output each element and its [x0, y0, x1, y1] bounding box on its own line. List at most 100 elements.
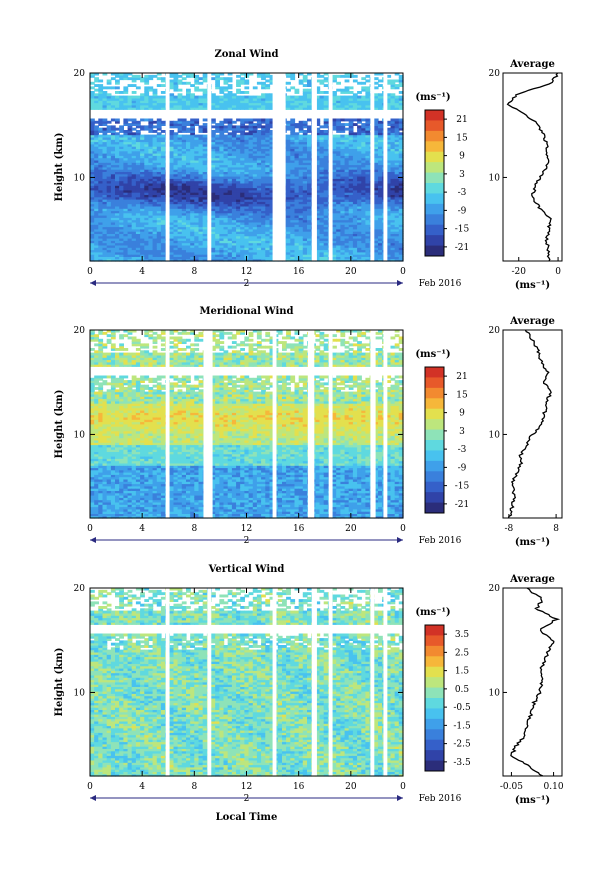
heatmap-cell — [294, 238, 300, 241]
heatmap-cell — [119, 192, 124, 195]
heatmap-cell — [319, 215, 325, 218]
heatmap-cell — [181, 180, 187, 184]
heatmap-cell — [357, 256, 362, 260]
heatmap-cell — [123, 231, 129, 234]
heatmap-cell — [223, 120, 229, 124]
heatmap-cell — [252, 180, 258, 184]
heatmap-cell — [198, 226, 204, 230]
heatmap-cell — [190, 102, 195, 106]
heatmap-cell — [186, 88, 191, 92]
heatmap-cell — [286, 228, 291, 232]
heatmap-cell — [265, 127, 271, 131]
heatmap-cell — [119, 219, 124, 223]
heatmap-cell — [244, 247, 250, 251]
heatmap-cell — [261, 157, 266, 161]
heatmap-cell — [106, 256, 112, 260]
heatmap-cell — [123, 205, 129, 209]
heatmap-cell — [219, 203, 225, 207]
heatmap-cell — [319, 217, 325, 221]
heatmap-cell — [152, 157, 158, 161]
heatmap-cell — [148, 238, 154, 241]
heatmap-cell — [219, 77, 225, 81]
heatmap-cell — [269, 224, 275, 228]
heatmap-cell — [286, 148, 291, 152]
heatmap-cell — [361, 203, 367, 207]
heatmap-cell — [119, 203, 124, 207]
heatmap-cell — [148, 221, 154, 225]
heatmap-cell — [123, 159, 129, 163]
heatmap-cell — [378, 120, 383, 124]
heatmap-cell — [236, 91, 241, 94]
heatmap-cell — [90, 162, 95, 166]
heatmap-cell — [352, 192, 358, 195]
heatmap-cell — [269, 238, 275, 241]
heatmap-cell — [315, 162, 321, 166]
heatmap-cell — [148, 107, 154, 110]
heatmap-cell — [123, 189, 129, 193]
heatmap-cell — [90, 102, 95, 106]
heatmap-cell — [261, 120, 266, 124]
heatmap-cell — [336, 139, 341, 143]
heatmap-cell — [290, 104, 296, 108]
heatmap-cell — [307, 173, 312, 177]
heatmap-cell — [135, 240, 141, 244]
heatmap-cell — [248, 132, 254, 136]
heatmap-cell — [344, 162, 350, 166]
heatmap-cell — [98, 201, 104, 205]
heatmap-cell — [265, 226, 271, 230]
heatmap-cell — [198, 251, 204, 255]
heatmap-cell — [173, 97, 179, 101]
heatmap-cell — [127, 208, 133, 212]
heatmap-cell — [231, 203, 237, 207]
heatmap-cell — [352, 162, 358, 166]
heatmap-cell — [211, 205, 216, 209]
heatmap-cell — [110, 139, 116, 143]
heatmap-cell — [131, 224, 137, 228]
heatmap-cell — [240, 192, 245, 195]
heatmap-cell — [302, 91, 308, 94]
heatmap-cell — [190, 210, 195, 214]
heatmap-cell — [231, 153, 237, 156]
heatmap-cell — [169, 84, 175, 87]
heatmap-cell — [298, 240, 304, 244]
heatmap-cell — [194, 118, 200, 122]
heatmap-cell — [102, 171, 108, 175]
heatmap-cell — [332, 182, 337, 186]
heatmap-cell — [294, 173, 300, 177]
heatmap-cell — [361, 153, 367, 156]
heatmap-cell — [290, 74, 296, 78]
heatmap-cell — [102, 166, 108, 170]
heatmap-cell — [152, 164, 158, 168]
heatmap-cell — [248, 203, 254, 207]
heatmap-cell — [344, 157, 350, 161]
heatmap-cell — [269, 79, 275, 83]
heatmap-cell — [336, 235, 341, 239]
heatmap-cell — [215, 107, 220, 110]
heatmap-cell — [177, 157, 183, 161]
heatmap-cell — [290, 231, 296, 234]
heatmap-cell — [302, 203, 308, 207]
heatmap-cell — [307, 176, 312, 179]
heatmap-cell — [298, 104, 304, 108]
heatmap-cell — [160, 148, 166, 152]
heatmap-cell — [173, 120, 179, 124]
heatmap-cell — [298, 162, 304, 166]
heatmap-cell — [152, 203, 158, 207]
heatmap-cell — [131, 100, 137, 104]
heatmap-cell — [169, 155, 175, 159]
heatmap-cell — [123, 235, 129, 239]
heatmap-cell — [198, 146, 204, 149]
heatmap-cell — [131, 219, 137, 223]
heatmap-cell — [127, 238, 133, 241]
heatmap-cell — [194, 141, 200, 145]
heatmap-cell — [261, 148, 266, 152]
heatmap-cell — [140, 79, 145, 83]
heatmap-cell — [373, 201, 379, 205]
heatmap-cell — [307, 201, 312, 205]
heatmap-cell — [177, 173, 183, 177]
heatmap-cell — [361, 224, 367, 228]
heatmap-cell — [106, 178, 112, 182]
heatmap-cell — [294, 107, 300, 110]
heatmap-cell — [115, 233, 120, 237]
heatmap-cell — [302, 146, 308, 149]
